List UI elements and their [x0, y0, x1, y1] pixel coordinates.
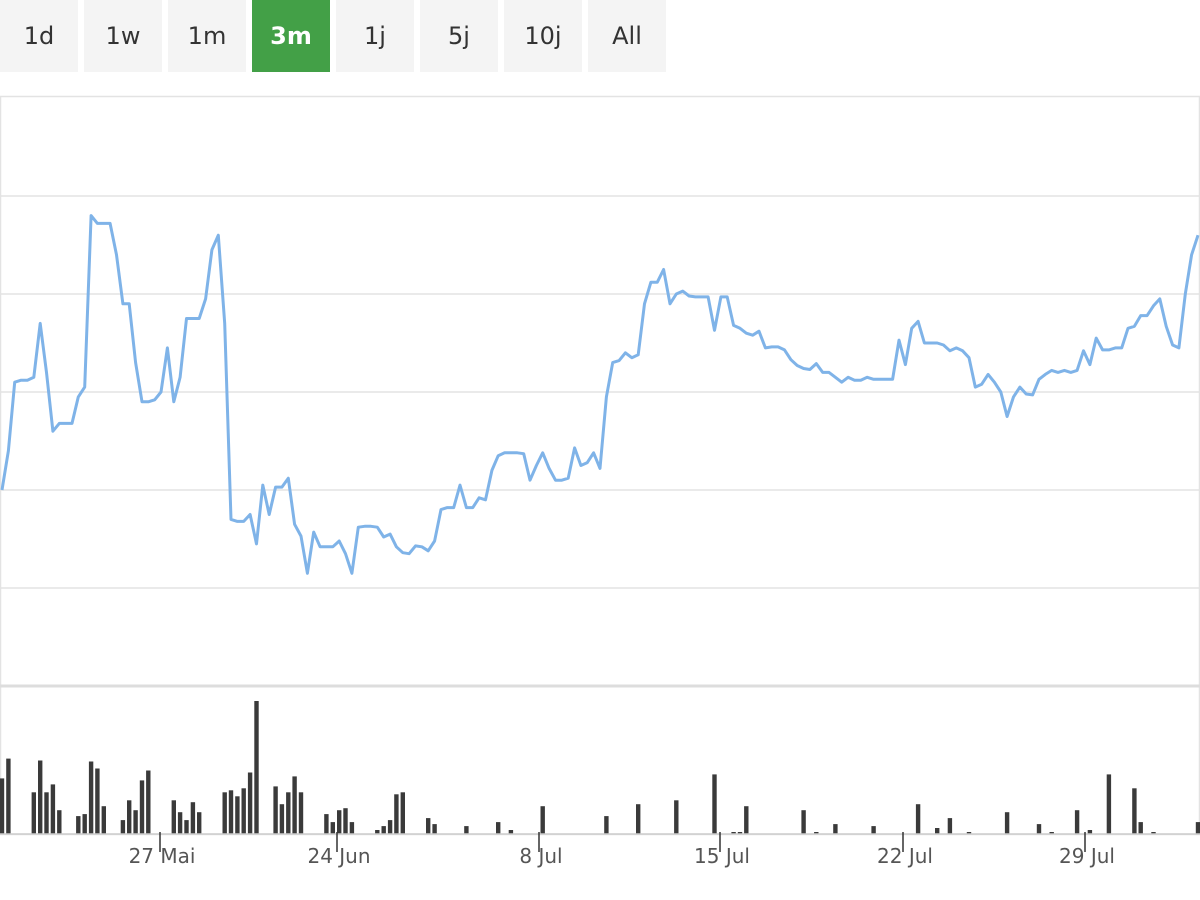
volume-bar	[127, 800, 132, 834]
volume-bar	[1049, 832, 1054, 834]
volume-bar	[177, 812, 183, 834]
volume-bar	[1087, 830, 1093, 834]
volume-bar	[426, 818, 431, 834]
price-volume-chart: 27 Mai 24 Jun 8 Jul 15 Jul 22 Jul 29 Jul	[0, 95, 1200, 868]
price-series	[0, 214, 1200, 575]
volume-bar	[197, 812, 202, 834]
volume-bar	[604, 816, 609, 834]
volume-series	[0, 701, 1200, 834]
volume-bar	[57, 810, 62, 834]
volume-bar	[496, 822, 501, 834]
volume-bar	[387, 820, 393, 834]
volume-bar	[95, 768, 100, 834]
x-axis: 27 Mai 24 Jun 8 Jul 15 Jul 22 Jul 29 Jul	[0, 832, 1200, 868]
x-tick-label: 8 Jul	[519, 844, 562, 868]
volume-bar	[247, 772, 253, 834]
volume-bar	[915, 804, 921, 834]
volume-bar	[1151, 832, 1156, 834]
volume-bar	[947, 818, 953, 834]
volume-bar	[292, 776, 297, 834]
volume-bar	[337, 810, 342, 834]
volume-bar	[120, 820, 126, 834]
volume-bar	[6, 758, 11, 834]
volume-bar	[1138, 822, 1143, 834]
volume-bar	[464, 826, 469, 834]
volume-bar	[540, 806, 545, 834]
volume-bar	[508, 830, 514, 834]
range-button-1j[interactable]: 1j	[336, 0, 414, 72]
volume-bar	[184, 820, 189, 834]
volume-bar	[712, 774, 717, 834]
volume-bar	[235, 796, 240, 834]
volume-bar	[731, 832, 736, 834]
range-button-1m[interactable]: 1m	[168, 0, 246, 72]
volume-bar	[814, 832, 819, 834]
volume-bar	[0, 778, 5, 834]
price-line	[0, 214, 1200, 575]
x-tick-label: 22 Jul	[877, 844, 933, 868]
volume-bar	[324, 814, 329, 834]
volume-bar	[330, 822, 335, 834]
volume-bar	[82, 814, 87, 834]
volume-bar	[737, 832, 743, 834]
volume-bar	[171, 800, 176, 834]
volume-bar	[38, 760, 43, 834]
x-tick-label: 27 Mai	[129, 844, 196, 868]
volume-bar	[133, 810, 138, 834]
x-tick-label: 29 Jul	[1059, 844, 1115, 868]
x-tick-label: 24 Jun	[307, 844, 370, 868]
volume-bar	[88, 761, 94, 834]
volume-bar	[432, 824, 437, 834]
volume-bar	[228, 790, 234, 834]
volume-bar	[1195, 822, 1200, 834]
volume-bar	[1004, 812, 1010, 834]
volume-bar	[935, 828, 940, 834]
volume-bar	[674, 800, 679, 834]
volume-bar	[254, 701, 259, 834]
volume-bar	[31, 792, 36, 834]
volume-bar	[343, 808, 348, 834]
volume-bar	[273, 786, 278, 834]
volume-bar	[871, 826, 876, 834]
volume-bar	[349, 822, 355, 834]
volume-bar	[76, 816, 81, 834]
range-button-all[interactable]: All	[588, 0, 666, 72]
volume-bar	[286, 792, 291, 834]
volume-bar	[1036, 824, 1042, 834]
range-button-1d[interactable]: 1d	[0, 0, 78, 72]
volume-bar	[1106, 774, 1112, 834]
volume-bar	[636, 804, 641, 834]
volume-bar	[190, 802, 196, 834]
volume-bar	[381, 826, 386, 834]
volume-bar	[101, 806, 106, 834]
volume-bar	[44, 792, 49, 834]
volume-bar	[241, 788, 246, 834]
volume-bar	[400, 792, 405, 834]
range-button-3m[interactable]: 3m	[252, 0, 330, 72]
volume-bar	[801, 810, 806, 834]
range-button-10j[interactable]: 10j	[504, 0, 582, 72]
volume-bar	[1074, 810, 1080, 834]
volume-bar	[222, 792, 227, 834]
range-button-5j[interactable]: 5j	[420, 0, 498, 72]
volume-bar	[744, 806, 749, 834]
volume-bar	[298, 792, 304, 834]
volume-bar	[394, 794, 399, 834]
volume-bar	[279, 804, 285, 834]
x-tick-label: 15 Jul	[694, 844, 750, 868]
volume-bar	[146, 770, 151, 834]
volume-bar	[833, 824, 838, 834]
volume-bar	[139, 780, 145, 834]
volume-bar	[1132, 788, 1137, 834]
volume-bar	[375, 830, 380, 834]
volume-bar	[966, 832, 972, 834]
volume-bar	[50, 784, 56, 834]
range-button-1w[interactable]: 1w	[84, 0, 162, 72]
range-selector: 1d 1w 1m 3m 1j 5j 10j All	[0, 0, 672, 72]
